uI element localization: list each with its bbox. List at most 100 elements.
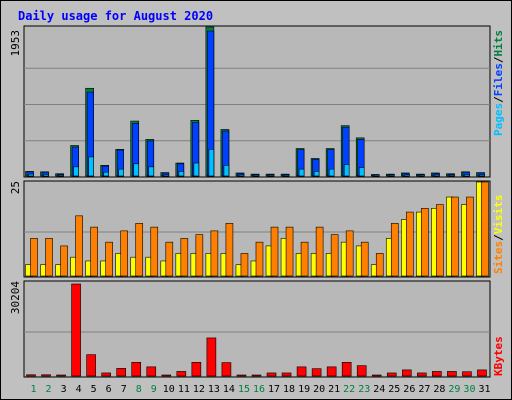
kbytes-bar-day-23 [356,365,367,377]
sites-bar-day-14 [225,223,234,277]
kbytes-bar-day-4 [71,283,81,377]
sites-bar-day-21 [330,234,339,277]
x-tick-label-day-19: 19 [298,384,310,395]
x-tick-label-day-24: 24 [373,384,385,395]
pages-bar-day-11 [178,171,185,177]
x-tick-label-day-7: 7 [121,384,127,395]
x-tick-label-day-23: 23 [358,384,370,395]
pages-bar-day-18 [283,174,290,177]
pages-bar-day-28 [434,174,440,177]
legend-middle: Sites/Visits [492,195,505,275]
pages-bar-day-22 [343,164,350,177]
kbytes-bar-day-31 [477,369,487,377]
pages-bar-day-21 [328,168,335,177]
x-tick-label-day-22: 22 [343,384,355,395]
x-tick-label-day-21: 21 [328,384,340,395]
x-tick-label-day-8: 8 [136,384,142,395]
legend-hits: Hits [492,30,505,57]
x-tick-label-day-4: 4 [76,384,82,395]
kbytes-bar-day-19 [296,366,307,377]
x-tick-label-day-5: 5 [91,384,97,395]
pages-bar-day-24 [373,174,380,177]
kbytes-bar-day-30 [462,371,472,377]
x-tick-label-day-13: 13 [208,384,220,395]
x-tick-label-day-10: 10 [163,384,175,395]
x-tick-label-day-16: 16 [253,384,265,395]
kbytes-bar-day-22 [341,361,352,377]
x-tick-label-day-30: 30 [463,384,475,395]
x-tick-label-day-1: 1 [31,384,37,395]
sites-bar-day-5 [90,226,98,277]
kbytes-bar-day-18 [281,372,292,377]
visits-axis-max-label: 25 [9,181,22,194]
kbytes-bar-day-25 [386,372,397,377]
kbytes-bar-day-10 [161,374,172,377]
pages-bar-day-6 [103,171,109,177]
kbytes-bar-day-16 [251,374,262,377]
kbytes-bar-day-26 [402,369,412,377]
sites-bar-day-30 [466,196,474,277]
kbytes-bar-day-14 [221,362,232,377]
kbytes-bar-day-13 [206,337,217,377]
pages-bar-day-20 [313,171,320,177]
x-tick-label-day-6: 6 [106,384,112,395]
hits-axis-max-label: 1953 [9,30,22,57]
x-tick-label-day-11: 11 [178,384,190,395]
sites-bar-day-12 [195,234,204,277]
x-tick-label-day-18: 18 [283,384,295,395]
kbytes-bar-day-21 [326,366,337,377]
sites-bar-day-3 [60,245,68,277]
pages-bar-day-29 [449,174,455,177]
sites-bar-day-17 [270,226,279,277]
kbytes-bar-day-29 [447,371,457,377]
sites-bar-day-20 [315,226,324,277]
plot-area-1 [23,25,491,178]
sites-bar-day-8 [135,223,144,277]
legend-sep-3: / [492,234,505,241]
sites-bar-day-25 [390,223,399,277]
pages-bar-day-15 [238,174,245,177]
legend-upper: Pages/Files/Hits [492,30,505,136]
pages-bar-day-5 [88,156,94,177]
sites-bar-day-15 [240,253,249,277]
sites-bar-day-23 [360,241,369,277]
sites-bar-day-24 [375,253,384,277]
sites-bar-day-28 [436,204,444,277]
kbytes-axis-max-label: 30204 [9,281,22,314]
kbytes-bar-day-7 [116,368,126,377]
kbytes-bar-day-3 [56,374,66,377]
sites-bar-day-9 [150,226,159,277]
sites-bar-day-19 [300,241,309,277]
legend-kbytes: KBytes [492,336,505,376]
legend-visits: Visits [492,195,505,235]
sites-bar-day-13 [210,230,219,277]
kbytes-bar-day-11 [176,371,187,377]
sites-bar-day-31 [481,181,489,277]
sites-bar-day-26 [406,211,414,277]
x-tick-label-day-9: 9 [151,384,157,395]
x-tick-label-day-14: 14 [223,384,235,395]
x-tick-label-day-29: 29 [448,384,460,395]
x-tick-label-day-25: 25 [388,384,400,395]
kbytes-bar-day-24 [371,374,382,377]
sites-bar-day-29 [451,196,459,277]
legend-files: Files [492,63,505,96]
x-tick-label-day-28: 28 [433,384,445,395]
pages-bar-day-10 [163,174,170,177]
x-tick-label-day-26: 26 [403,384,415,395]
chart-panels [23,25,491,378]
x-tick-labels: 1 2 3 4 5 6 7 8 9 10 11 12 13 14 15 16 17 18 19 20 21 22 23 24 2… [31,384,491,395]
sites-bar-day-2 [45,238,53,277]
kbytes-bar-day-20 [311,368,322,377]
x-tick-label-day-12: 12 [193,384,205,395]
pages-bar-day-4 [73,166,79,177]
sites-bar-day-27 [421,208,429,277]
sites-bar-day-6 [105,241,113,277]
kbytes-bar-day-5 [86,354,96,377]
pages-bar-day-30 [464,174,470,177]
pages-bar-day-31 [479,174,485,177]
kbytes-bar-day-28 [432,371,442,377]
x-tick-label-day-2: 2 [46,384,52,395]
